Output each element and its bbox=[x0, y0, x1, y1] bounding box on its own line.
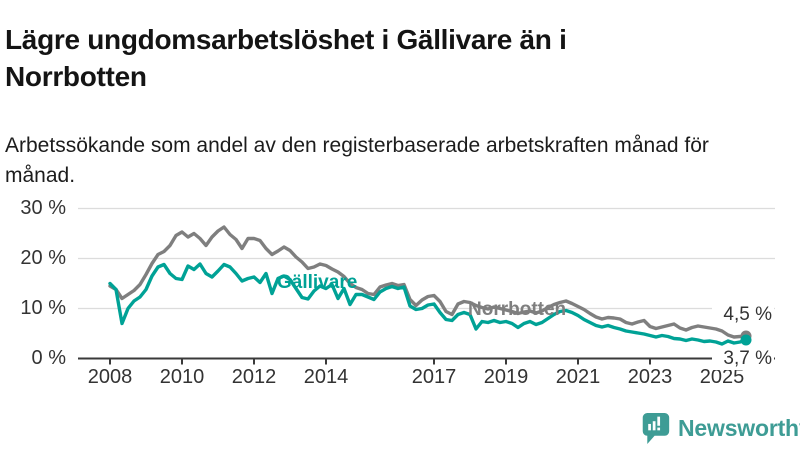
chart-title: Lägre ungdomsarbetslöshet i Gällivare än… bbox=[5, 23, 567, 92]
end-dot-gällivare bbox=[740, 334, 752, 346]
x-axis-label: 2010 bbox=[159, 366, 205, 388]
series-label-norrbotten: Norrbotten bbox=[468, 299, 567, 320]
x-axis-label: 2019 bbox=[483, 366, 529, 388]
newsworthy-logo: Newsworthy bbox=[640, 411, 800, 446]
x-axis-label: 2017 bbox=[411, 366, 457, 388]
series-line-gällivare bbox=[108, 262, 748, 346]
series-line-norrbotten bbox=[108, 225, 748, 339]
chart-subtitle: Arbetssökande som andel av den registerb… bbox=[5, 134, 709, 187]
x-axis-label: 2023 bbox=[627, 366, 673, 388]
end-value-label-gallivare: 3,7 % bbox=[712, 348, 774, 370]
series-label-gallivare: Gällivare bbox=[277, 272, 358, 293]
x-axis-label: 2012 bbox=[231, 366, 277, 388]
y-axis-label: 10 % bbox=[20, 296, 66, 319]
x-axis-label: 2008 bbox=[87, 366, 133, 388]
y-axis-label: 30 % bbox=[20, 196, 66, 219]
end-value-label-norrbotten: 4,5 % bbox=[712, 304, 774, 326]
y-axis-label: 20 % bbox=[20, 246, 66, 269]
bar-chart-speech-bubble-icon bbox=[642, 413, 670, 444]
newsworthy-wordmark: Newsworthy bbox=[678, 415, 800, 441]
x-axis-label: 2014 bbox=[303, 366, 349, 388]
x-axis-label: 2025 bbox=[699, 366, 745, 388]
y-axis-label: 0 % bbox=[31, 346, 66, 369]
x-axis-label: 2021 bbox=[555, 366, 601, 388]
